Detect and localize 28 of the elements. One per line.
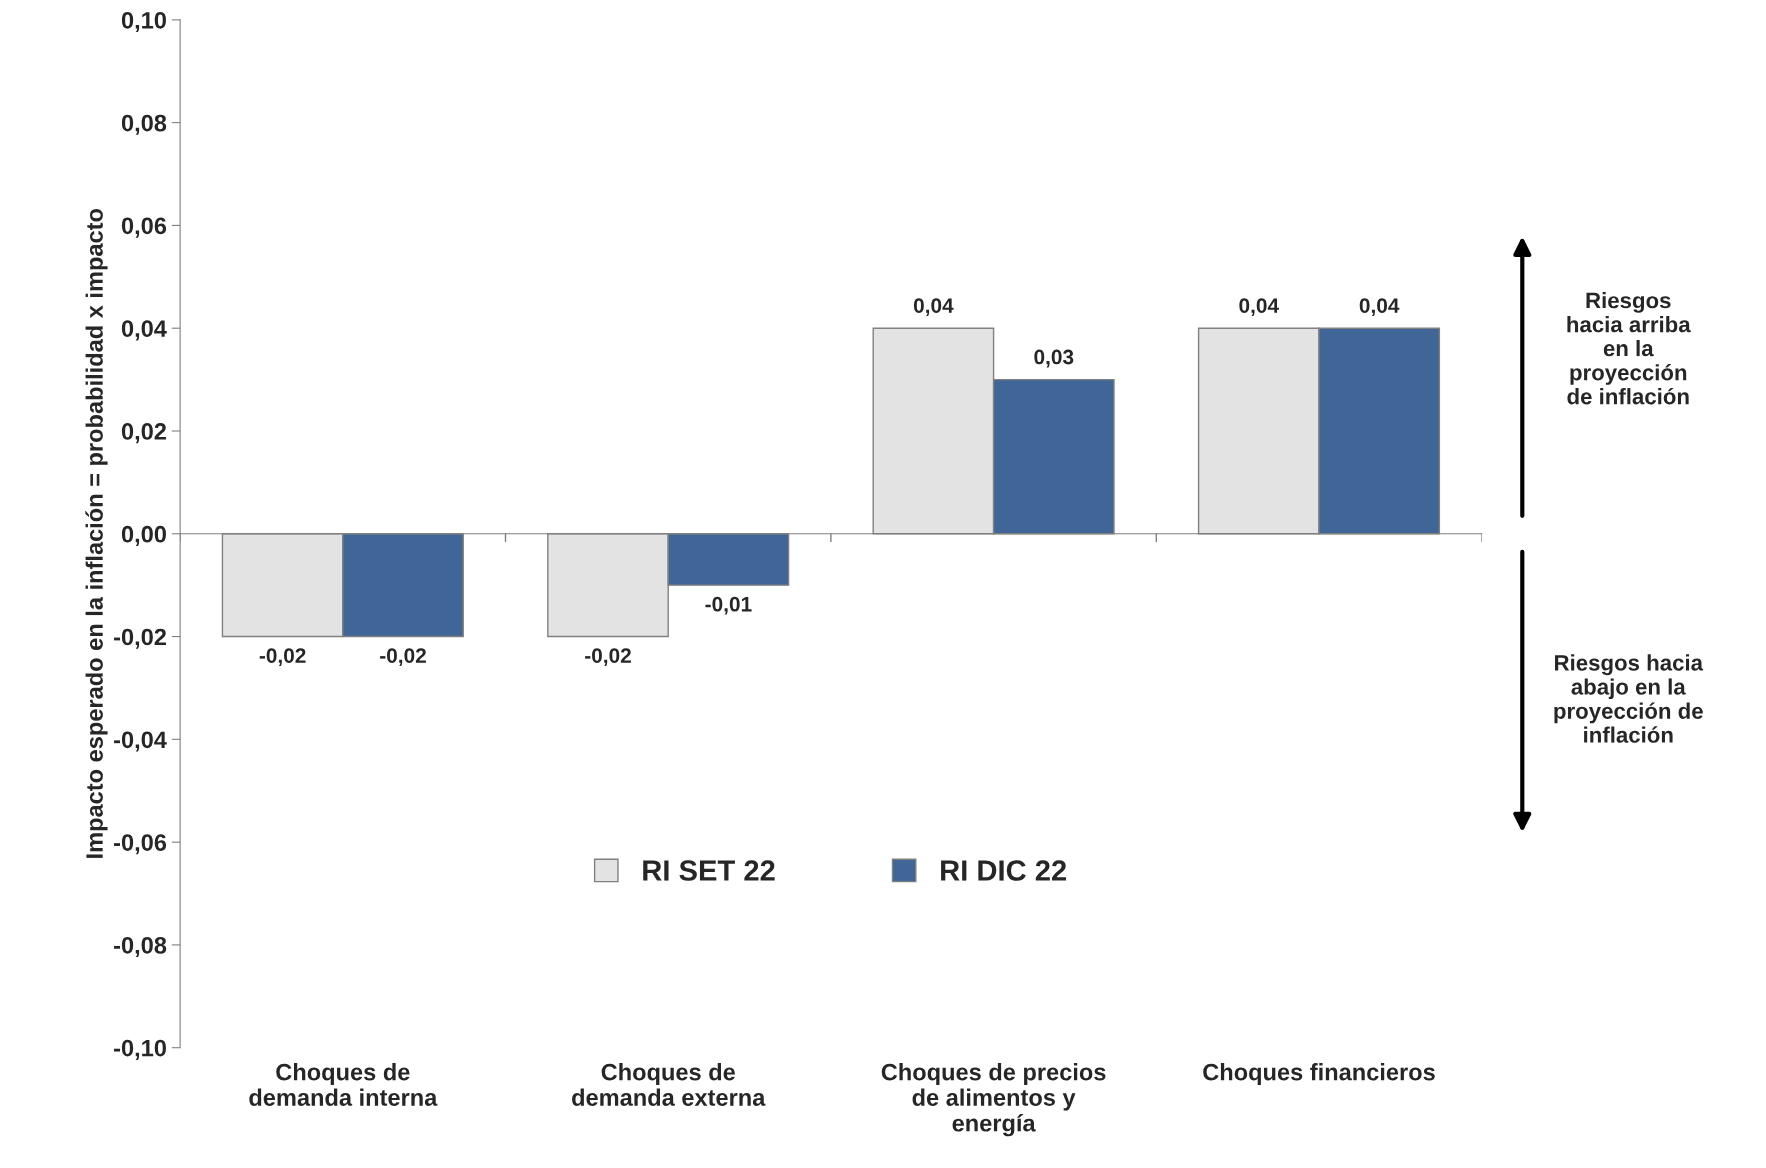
data-label: 0,04 — [1239, 298, 1279, 316]
y-tick-label: 0,04 — [121, 320, 167, 341]
data-label: -0,02 — [259, 648, 306, 666]
y-tick-label: 0,06 — [121, 217, 167, 238]
y-tick-label: 0,08 — [121, 114, 167, 135]
y-tick-label: -0,10 — [114, 1039, 166, 1060]
y-tick-label: -0,08 — [114, 936, 167, 958]
y-axis-title: Impacto esperado en la inflación = probabilidad x impacto — [85, 208, 108, 858]
y-tick-label: -0,06 — [114, 834, 167, 855]
data-label: -0,02 — [380, 648, 426, 666]
data-label: -0,01 — [705, 596, 752, 615]
x-tick-label: Choques de demanda externa — [572, 1063, 766, 1106]
y-tick-label: -0,04 — [114, 731, 167, 752]
data-label: 0,04 — [1359, 298, 1400, 316]
y-tick-label: -0,02 — [114, 628, 166, 649]
y-tick-label: 0,02 — [121, 423, 166, 444]
legend-label: RI DIC 22 — [941, 860, 1067, 881]
x-tick-label: Choques de precios de alimentos y energía — [881, 1063, 1106, 1137]
data-label: 0,03 — [1034, 349, 1074, 368]
legend-label: RI SET 22 — [643, 860, 775, 881]
data-label: -0,02 — [585, 648, 631, 666]
x-tick-label: Choques financieros — [1203, 1063, 1435, 1086]
x-tick-label: Choques de demanda interna — [249, 1063, 438, 1106]
text: Riesgos hacia abajo en la proyección de inflación — [1554, 654, 1704, 743]
y-tick-label: 0,00 — [121, 525, 166, 546]
y-tick-label: 0,10 — [121, 11, 166, 33]
data-label: 0,04 — [913, 298, 954, 316]
text: Riesgos hacia arriba en la proyección de inflación — [1567, 292, 1691, 405]
